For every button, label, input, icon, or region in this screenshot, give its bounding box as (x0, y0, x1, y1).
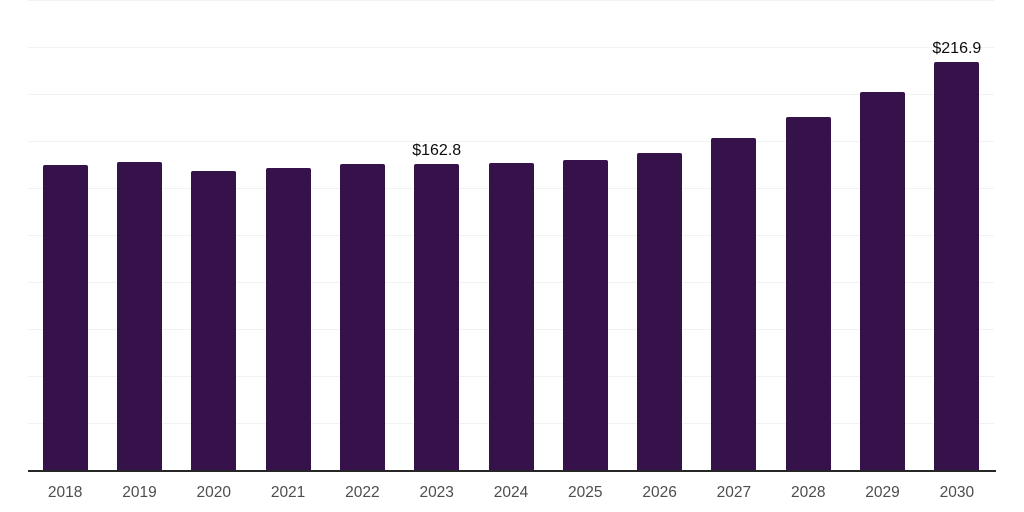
bar-2027[interactable] (711, 138, 756, 470)
bar-value-label-2030: $216.9 (932, 40, 982, 57)
gridline (28, 141, 994, 142)
bar-2026[interactable] (637, 153, 682, 470)
x-tick-label-2026: 2026 (642, 484, 677, 501)
bar-value-label-2023: $162.8 (412, 142, 462, 159)
bar-2022[interactable] (340, 164, 385, 470)
x-tick-label-2024: 2024 (493, 484, 529, 501)
x-tick-label-2023: 2023 (419, 484, 454, 501)
gridline (28, 0, 994, 1)
x-tick-label-2019: 2019 (122, 484, 157, 501)
bar-2021[interactable] (266, 168, 311, 470)
gridline (28, 94, 994, 95)
bar-2028[interactable] (786, 117, 831, 470)
x-tick-label-2030: 2030 (939, 484, 975, 501)
bar-2018[interactable] (43, 165, 88, 470)
bar-2029[interactable] (860, 92, 905, 470)
bar-2024[interactable] (489, 163, 534, 470)
x-tick-label-2027: 2027 (716, 484, 752, 501)
bar-2023[interactable] (414, 164, 459, 470)
bar-2025[interactable] (563, 160, 608, 470)
x-tick-label-2028: 2028 (790, 484, 826, 501)
x-tick-label-2022: 2022 (345, 484, 380, 501)
bar-2020[interactable] (191, 171, 236, 470)
bar-2030[interactable] (934, 62, 979, 470)
x-tick-label-2020: 2020 (196, 484, 232, 501)
x-tick-label-2029: 2029 (865, 484, 900, 501)
x-tick-label-2025: 2025 (568, 484, 603, 501)
x-axis-line (28, 470, 996, 472)
x-tick-label-2018: 2018 (47, 484, 83, 501)
gridline (28, 47, 994, 48)
bar-2019[interactable] (117, 162, 162, 470)
x-tick-label-2021: 2021 (270, 484, 306, 501)
